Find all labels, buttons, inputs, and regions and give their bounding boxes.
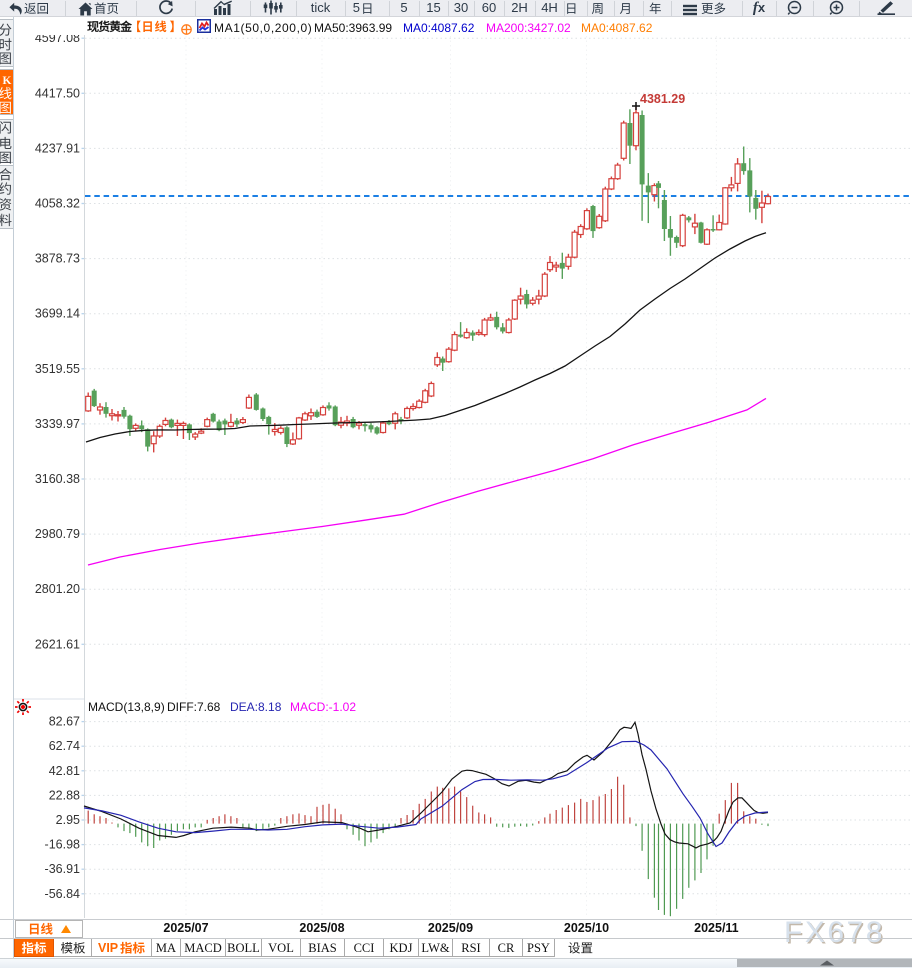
svg-text:4058.32: 4058.32 [35,197,80,211]
svg-text:3878.73: 3878.73 [35,252,80,266]
svg-text:-56.84: -56.84 [45,887,80,901]
svg-text:22.88: 22.88 [49,788,80,802]
svg-text:82.67: 82.67 [49,715,80,729]
svg-text:3699.14: 3699.14 [35,307,80,321]
svg-text:4381.29: 4381.29 [640,92,685,106]
svg-text:2621.61: 2621.61 [35,637,80,651]
svg-text:4237.91: 4237.91 [35,141,80,155]
svg-text:3339.97: 3339.97 [35,417,80,431]
svg-text:-16.98: -16.98 [45,838,80,852]
svg-text:3519.55: 3519.55 [35,362,80,376]
svg-text:3160.38: 3160.38 [35,472,80,486]
svg-text:62.74: 62.74 [49,739,80,753]
svg-text:2.95: 2.95 [56,813,80,827]
svg-text:2801.20: 2801.20 [35,582,80,596]
svg-text:42.81: 42.81 [49,764,80,778]
svg-text:2980.79: 2980.79 [35,527,80,541]
svg-text:-36.91: -36.91 [45,862,80,876]
svg-text:4417.50: 4417.50 [35,86,80,100]
